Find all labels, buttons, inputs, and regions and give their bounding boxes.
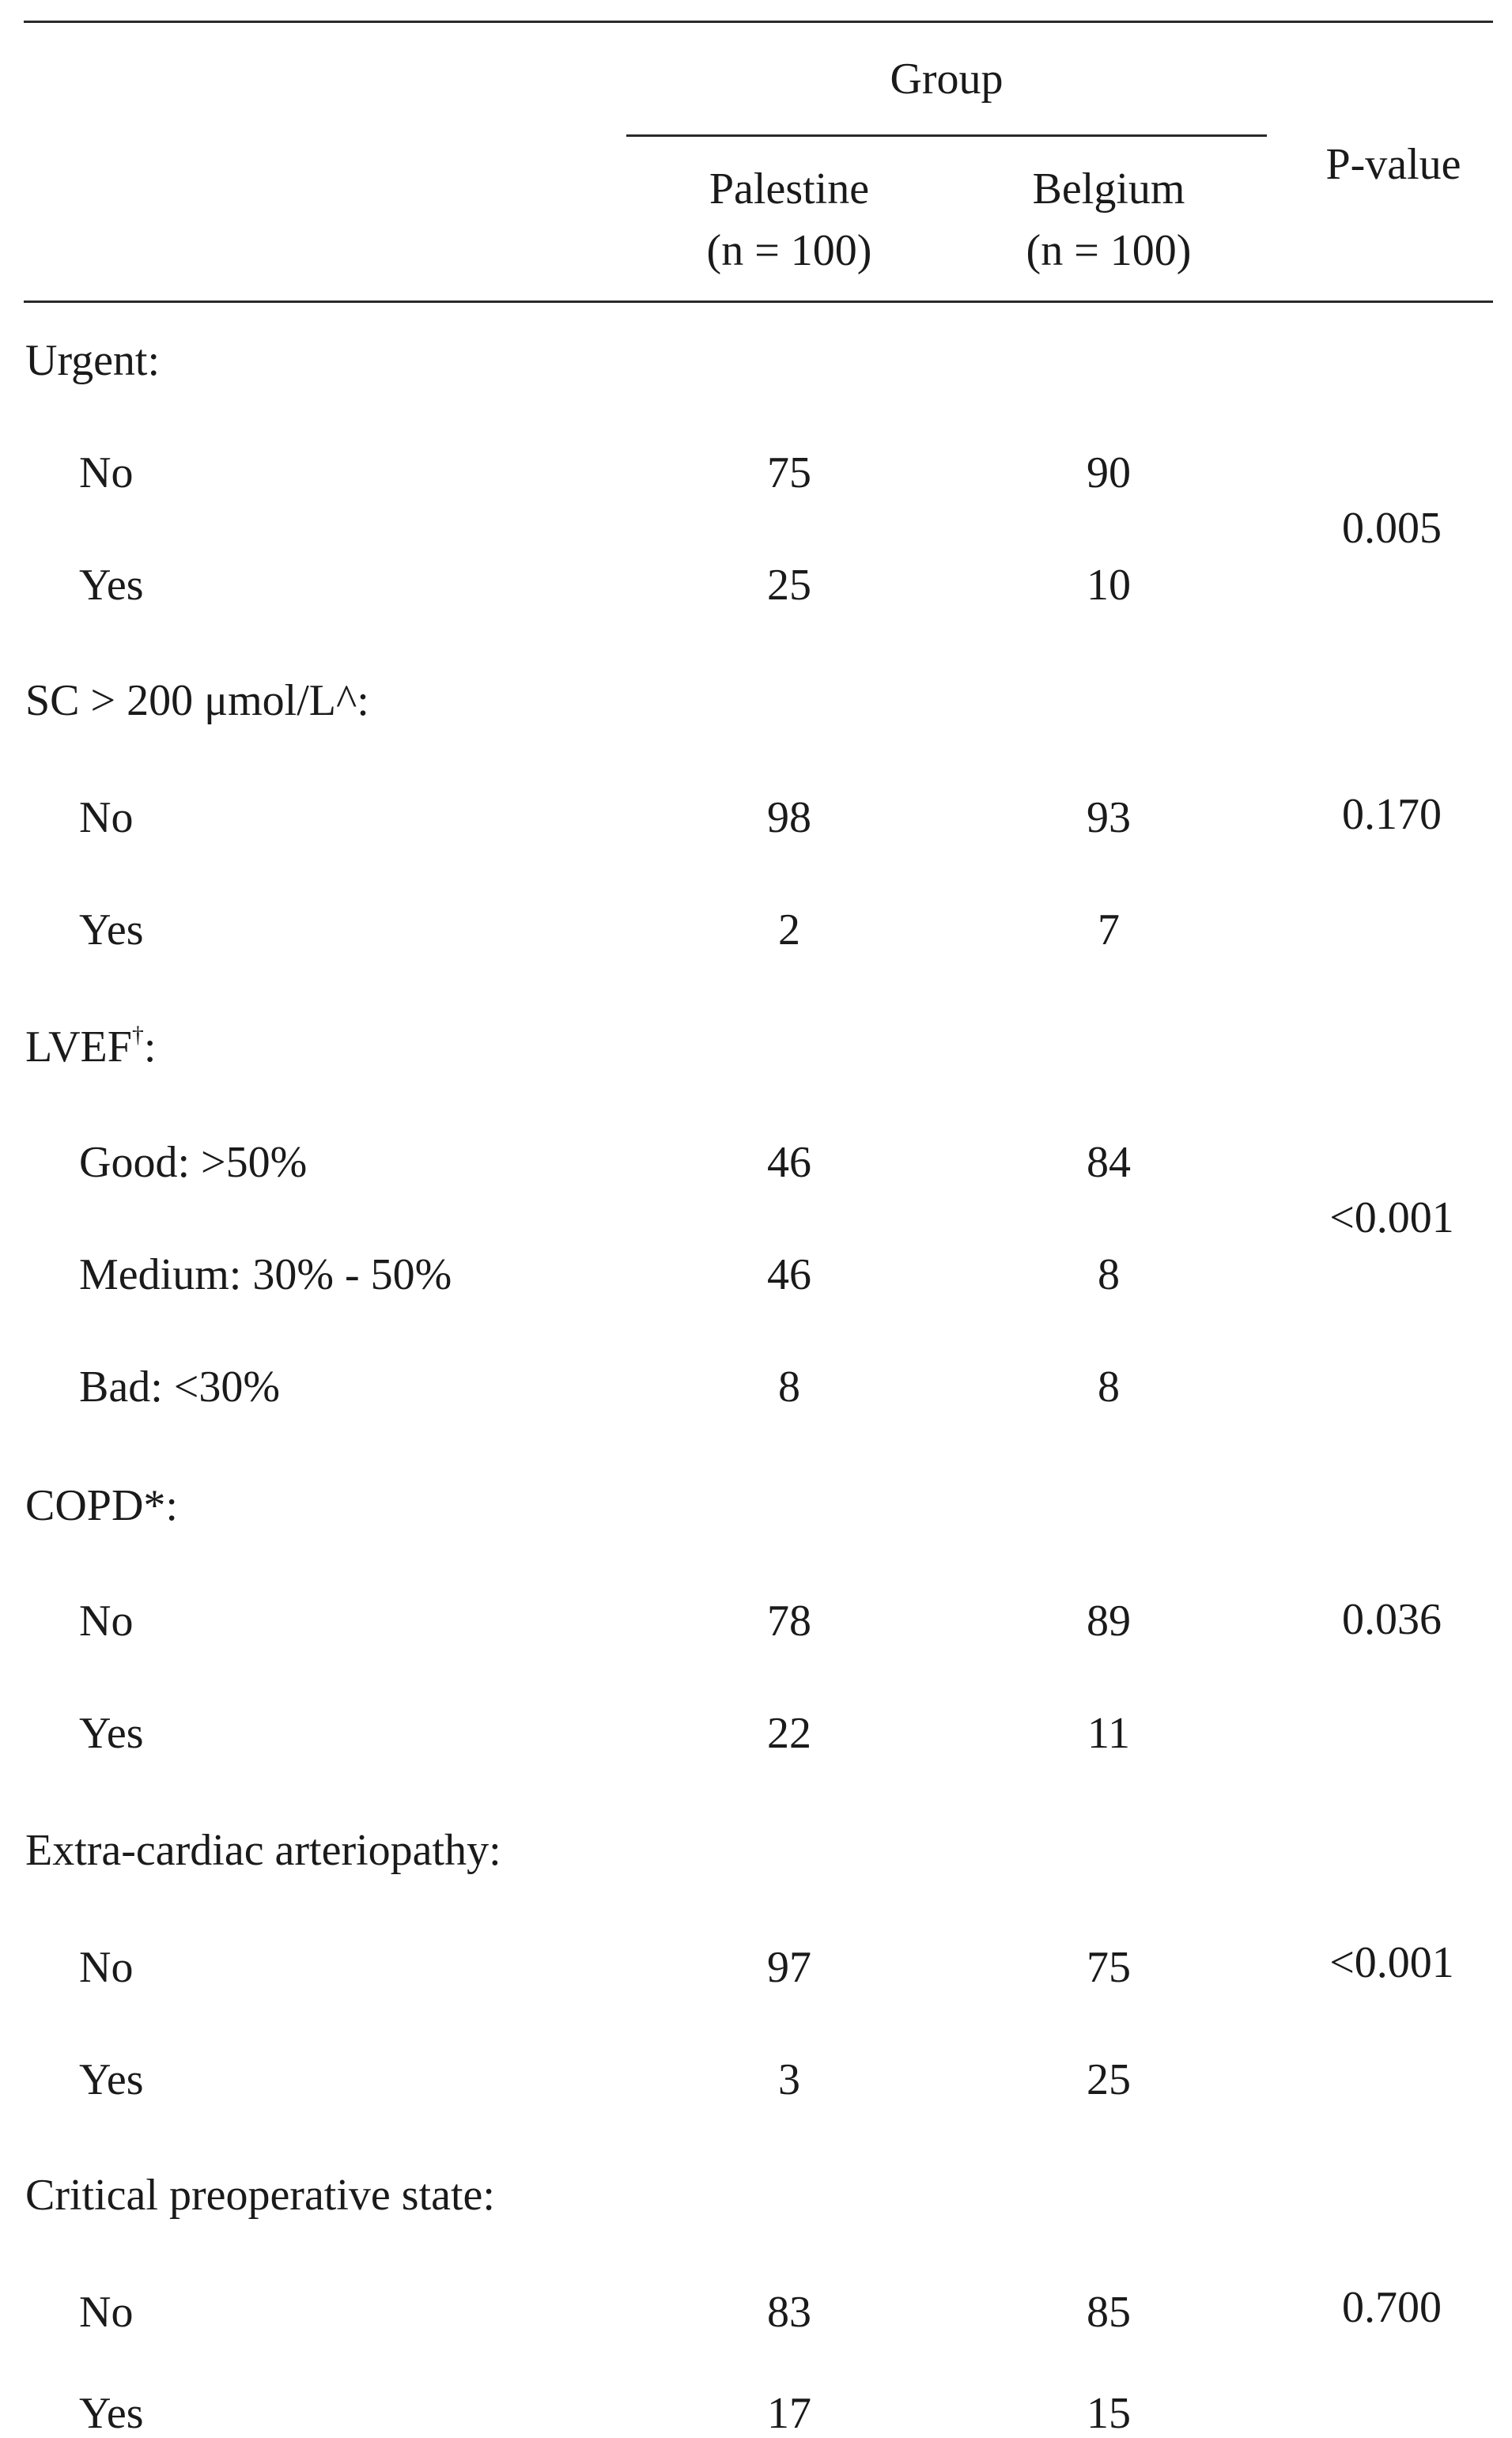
cell-belgium: 10 [1087, 561, 1131, 610]
cell-belgium: 85 [1087, 2288, 1131, 2337]
cell-palestine: 17 [767, 2389, 811, 2438]
pvalue-cell: 0.700 [1342, 2283, 1442, 2332]
section-label-lvef: LVEF†: [25, 1022, 157, 1072]
pvalue-cell: <0.001 [1329, 1193, 1454, 1242]
cell-belgium: 90 [1087, 448, 1131, 497]
group-header: Group [890, 55, 1004, 104]
section-label-critical-preoperative: Critical preoperative state: [25, 2171, 495, 2220]
col-header-palestine-name: Palestine [709, 164, 870, 214]
row-label: Bad: <30% [79, 1363, 280, 1412]
cell-palestine: 8 [778, 1363, 800, 1412]
pvalue-cell: 0.005 [1342, 504, 1442, 553]
cell-palestine: 2 [778, 905, 800, 954]
col-header-belgium-n: (n = 100) [1026, 226, 1192, 275]
header-bottom-rule [24, 300, 1493, 303]
row-label: Yes [79, 1709, 144, 1758]
cell-belgium: 84 [1087, 1138, 1131, 1187]
col-header-belgium-name: Belgium [1032, 164, 1185, 214]
section-label-lvef-text: LVEF [25, 1022, 132, 1072]
col-header-palestine: Palestine (n = 100) [707, 158, 872, 282]
section-label-copd: COPD*: [25, 1481, 178, 1530]
cell-belgium: 8 [1098, 1250, 1120, 1299]
col-header-palestine-n: (n = 100) [706, 226, 872, 275]
pvalue-cell: <0.001 [1329, 1938, 1454, 1987]
cell-palestine: 46 [767, 1138, 811, 1187]
col-header-belgium: Belgium (n = 100) [1026, 158, 1192, 282]
row-label: No [79, 793, 134, 842]
row-label: Yes [79, 2389, 144, 2438]
cell-belgium: 11 [1087, 1709, 1130, 1758]
pvalue-header: P-value [1325, 140, 1461, 189]
pvalue-cell: 0.036 [1342, 1595, 1442, 1644]
section-label-extra-cardiac: Extra-cardiac arteriopathy: [25, 1826, 501, 1875]
row-label: Yes [79, 905, 144, 954]
cell-palestine: 75 [767, 448, 811, 497]
cell-palestine: 98 [767, 793, 811, 842]
cell-palestine: 3 [778, 2055, 800, 2104]
cell-belgium: 25 [1087, 2055, 1131, 2104]
cell-palestine: 97 [767, 1943, 811, 1992]
section-label-urgent: Urgent: [25, 336, 161, 385]
group-underline [626, 134, 1267, 137]
cell-belgium: 75 [1087, 1943, 1131, 1992]
cell-belgium: 89 [1087, 1597, 1131, 1646]
cell-palestine: 78 [767, 1597, 811, 1646]
section-label-sc: SC > 200 μmol/L^: [25, 676, 369, 725]
cell-palestine: 46 [767, 1250, 811, 1299]
pvalue-cell: 0.170 [1342, 790, 1442, 839]
dagger-footnote-mark: † [131, 1022, 144, 1048]
cell-palestine: 22 [767, 1709, 811, 1758]
cell-palestine: 25 [767, 561, 811, 610]
table-top-rule [24, 21, 1493, 23]
cell-belgium: 93 [1087, 793, 1131, 842]
row-label: No [79, 1943, 134, 1992]
row-label: Medium: 30% - 50% [79, 1250, 452, 1299]
cell-belgium: 15 [1087, 2389, 1131, 2438]
row-label: No [79, 1597, 134, 1646]
row-label: No [79, 448, 134, 497]
row-label: No [79, 2288, 134, 2337]
cell-belgium: 8 [1098, 1363, 1120, 1412]
row-label: Yes [79, 2055, 144, 2104]
row-label: Good: >50% [79, 1138, 308, 1187]
cell-belgium: 7 [1098, 905, 1120, 954]
row-label: Yes [79, 561, 144, 610]
cell-palestine: 83 [767, 2288, 811, 2337]
section-label-lvef-colon: : [143, 1022, 157, 1072]
